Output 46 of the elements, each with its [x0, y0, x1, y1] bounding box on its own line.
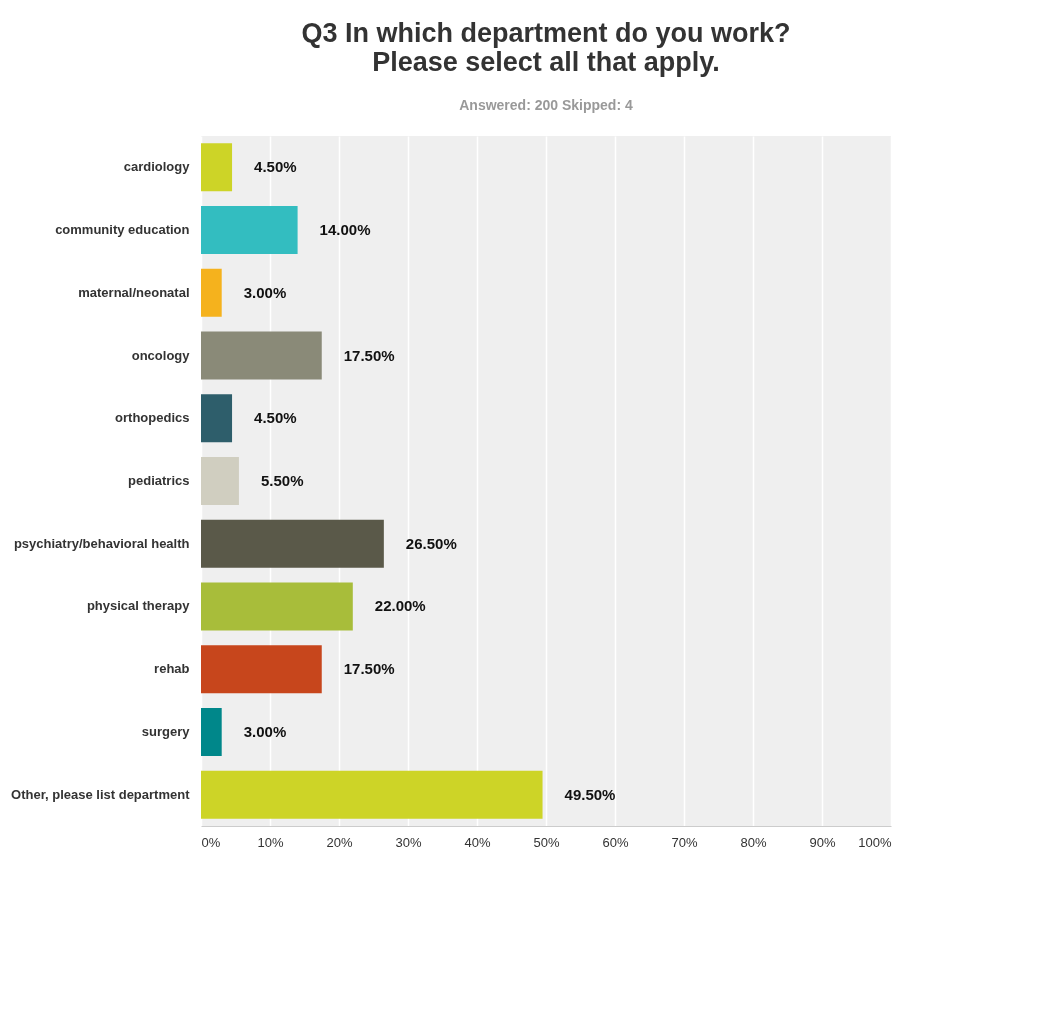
data-label: 49.50% [564, 785, 616, 803]
y-tick-label: rehab [154, 661, 190, 677]
data-label: 3.00% [243, 283, 287, 301]
x-tick-label: 100% [858, 834, 892, 850]
y-tick-label: Other, please list department [11, 786, 191, 802]
data-label: 5.50% [260, 472, 304, 489]
y-tick-label: maternal/neonatal [78, 284, 190, 300]
x-tick-label: 60% [602, 834, 629, 850]
data-label: 22.00% [374, 597, 426, 615]
data-label: 3.00% [243, 722, 287, 740]
x-tick-label: 80% [740, 834, 767, 850]
y-tick-label: psychiatry/behavioral health [13, 535, 190, 551]
x-tick-label: 30% [395, 834, 422, 850]
chart-title: Q3 In which department do you work? Please select all that apply. [301, 18, 791, 77]
y-tick-label: surgery [141, 723, 191, 739]
bar [201, 206, 298, 255]
bar [201, 394, 233, 443]
x-tick-label: 10% [257, 834, 284, 850]
bar [201, 645, 322, 694]
x-tick-label: 70% [671, 834, 698, 850]
x-tick-label: 50% [533, 834, 560, 850]
x-tick-label: 40% [464, 834, 491, 850]
y-tick-label: physical therapy [86, 598, 191, 614]
x-tick-label: 20% [326, 834, 353, 850]
y-tick-label: community education [55, 222, 190, 238]
y-tick-label: oncology [131, 347, 191, 363]
bar [201, 707, 222, 756]
bar [201, 331, 322, 380]
bar [201, 268, 222, 317]
x-tick-label: 0% [201, 834, 221, 850]
data-label: 14.00% [319, 221, 371, 239]
chart-subtitle: Answered: 200 Skipped: 4 [459, 97, 633, 113]
y-tick-label: cardiology [123, 159, 191, 175]
y-tick-label: orthopedics [115, 410, 190, 426]
data-label: 4.50% [254, 409, 297, 427]
bar [201, 519, 384, 568]
data-label: 4.50% [254, 158, 297, 176]
data-label: 17.50% [343, 660, 395, 678]
y-tick-label: pediatrics [128, 473, 190, 488]
data-label: 26.50% [405, 534, 457, 552]
data-label: 17.50% [343, 346, 395, 364]
bar [201, 143, 233, 192]
bar [201, 457, 239, 505]
bar [201, 582, 353, 631]
x-tick-label: 90% [809, 834, 836, 850]
bar [201, 770, 543, 819]
